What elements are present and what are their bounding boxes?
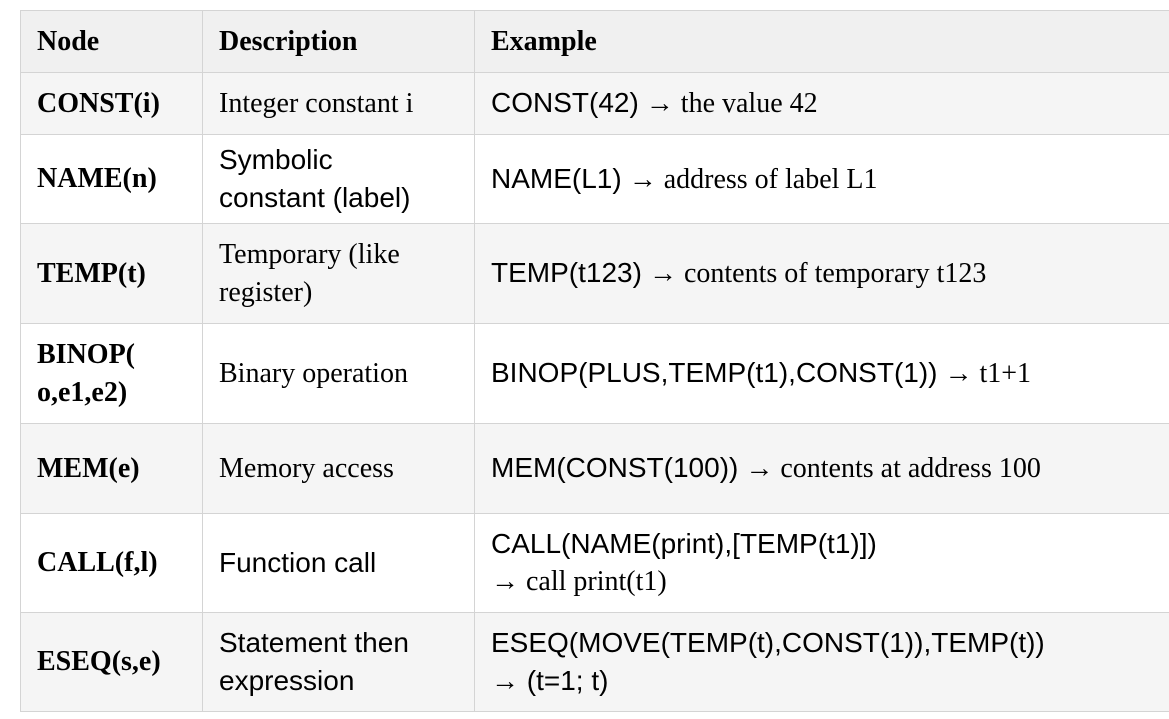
description-line: expression <box>219 665 355 696</box>
header-node: Node <box>20 10 203 73</box>
node-cell: NAME(n) <box>20 134 203 224</box>
example-text: → address of label L1 <box>628 163 878 195</box>
example-code: NAME(L1) <box>491 162 622 194</box>
node-cell: CALL(f,l) <box>20 513 203 613</box>
table-row: CALL(f,l) Function call CALL(NAME(print)… <box>20 513 1169 613</box>
table-row: MEM(e) Memory access MEM(CONST(100)) → c… <box>20 423 1169 514</box>
table-row: BINOP( o,e1,e2) Binary operation BINOP(PL… <box>20 323 1169 424</box>
example-code: ESEQ(MOVE(TEMP(t),CONST(1)),TEMP(t)) <box>491 627 1045 658</box>
table-row: TEMP(t) Temporary (like register) TEMP(t1… <box>20 223 1169 324</box>
example-text: → contents at address 100 <box>745 453 1041 484</box>
description-line: Symbolic <box>219 144 333 175</box>
example-code: TEMP(t123) <box>491 257 642 288</box>
node-line: o,e1,e2) <box>37 376 128 408</box>
node-line: BINOP( <box>37 338 135 370</box>
description-cell: Binary operation <box>202 323 475 424</box>
description-line: Temporary (like <box>219 238 400 270</box>
example-cell: MEM(CONST(100)) → contents at address 10… <box>474 423 1169 514</box>
example-cell: BINOP(PLUS,TEMP(t1),CONST(1)) → t1+1 <box>474 323 1169 424</box>
node-cell: CONST(i) <box>20 72 203 135</box>
example-cell: ESEQ(MOVE(TEMP(t),CONST(1)),TEMP(t)) → (t… <box>474 612 1169 712</box>
table-row: CONST(i) Integer constant i CONST(42) → … <box>20 72 1169 135</box>
table-header-row: Node Description Example <box>20 10 1169 73</box>
description-cell: Integer constant i <box>202 72 475 135</box>
example-code: BINOP(PLUS,TEMP(t1),CONST(1)) <box>491 357 938 388</box>
ir-node-table: Node Description Example CONST(i) Intege… <box>20 10 1169 712</box>
description-line: constant (label) <box>219 182 411 213</box>
node-cell: BINOP( o,e1,e2) <box>20 323 203 424</box>
example-code: MEM(CONST(100)) <box>491 452 739 483</box>
description-cell: Temporary (like register) <box>202 223 475 324</box>
description-cell: Statement then expression <box>202 612 475 712</box>
example-code: CONST(42) <box>491 87 639 118</box>
example-cell: CONST(42) → the value 42 <box>474 72 1169 135</box>
description-cell: Symbolic constant (label) <box>202 134 475 224</box>
header-example: Example <box>474 10 1169 73</box>
header-description: Description <box>202 10 475 73</box>
example-cell: TEMP(t123) → contents of temporary t123 <box>474 223 1169 324</box>
example-text: → call print(t1) <box>491 566 667 597</box>
description-cell: Function call <box>202 513 475 613</box>
example-text: → the value 42 <box>645 88 818 119</box>
example-code: CALL(NAME(print),[TEMP(t1)]) <box>491 528 877 559</box>
description-cell: Memory access <box>202 423 475 514</box>
node-cell: MEM(e) <box>20 423 203 514</box>
table-row: ESEQ(s,e) Statement then expression ESEQ(… <box>20 612 1169 712</box>
example-text: → t1+1 <box>944 358 1032 389</box>
example-cell: CALL(NAME(print),[TEMP(t1)]) → call print… <box>474 513 1169 613</box>
description-line: register) <box>219 276 313 308</box>
example-cell: NAME(L1) → address of label L1 <box>474 134 1169 224</box>
table-row: NAME(n) Symbolic constant (label) NAME(L1… <box>20 134 1169 224</box>
example-text: → contents of temporary t123 <box>648 258 987 289</box>
example-text: → (t=1; t) <box>491 665 609 696</box>
node-cell: ESEQ(s,e) <box>20 612 203 712</box>
description-line: Statement then <box>219 627 409 658</box>
node-cell: TEMP(t) <box>20 223 203 324</box>
